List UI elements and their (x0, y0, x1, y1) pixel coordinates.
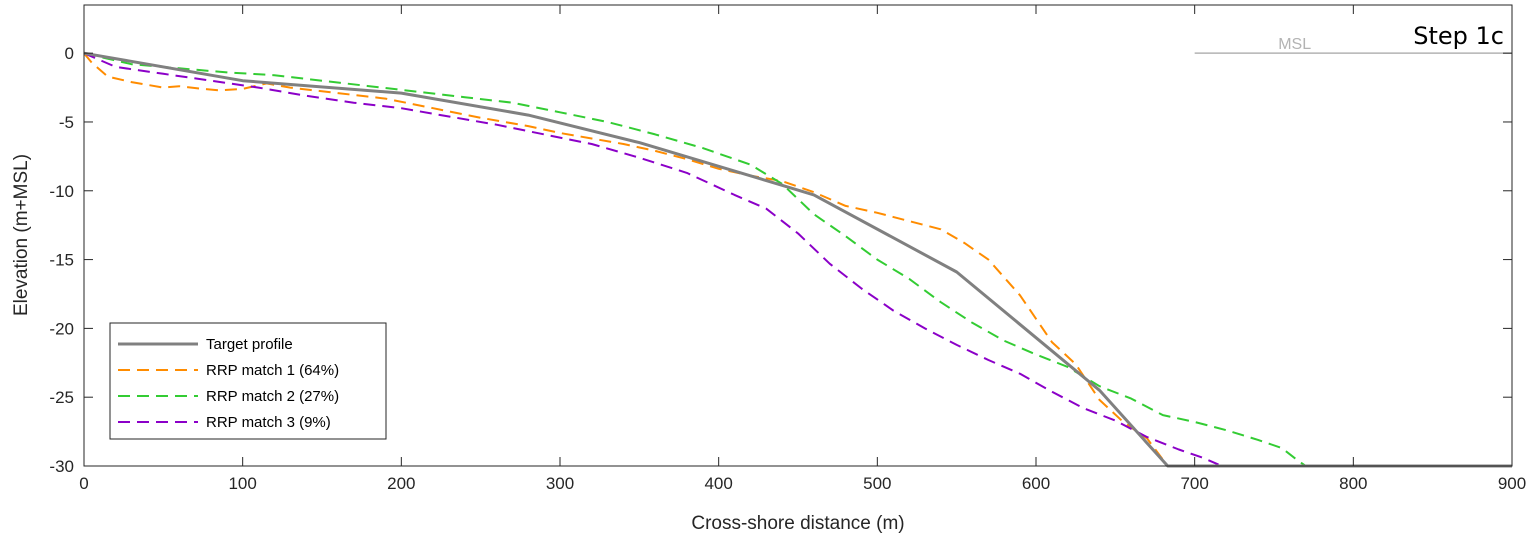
x-tick-label: 700 (1180, 474, 1208, 493)
msl-reference: MSL (1194, 36, 1512, 54)
x-tick-labels: 0 100 200 300 400 500 600 700 800 900 (79, 474, 1526, 493)
x-tick-label: 0 (79, 474, 88, 493)
legend-label-4: RRP match 3 (9%) (206, 414, 331, 431)
x-tick-label: 400 (704, 474, 732, 493)
y-tick-label: -30 (49, 457, 74, 476)
x-tick-label: 500 (863, 474, 891, 493)
y-tick-labels: 0 -5 -10 -15 -20 -25 -30 (49, 44, 74, 476)
series-line-3 (83, 52, 1307, 467)
legend-label-3: RRP match 2 (27%) (206, 388, 339, 405)
axis-ticks (83, 5, 1513, 467)
x-tick-label: 900 (1498, 474, 1526, 493)
x-axis-label: Cross-shore distance (m) (691, 513, 904, 534)
legend-box (109, 322, 387, 440)
y-tick-label: -25 (49, 388, 74, 407)
x-tick-label: 200 (387, 474, 415, 493)
x-tick-label: 300 (546, 474, 574, 493)
series-layer (83, 51, 1512, 468)
y-tick-label: 0 (65, 44, 74, 63)
series-line-4 (83, 52, 1219, 466)
x-tick-label: 600 (1022, 474, 1050, 493)
plot-area-frame (83, 4, 1513, 467)
legend-label-1: Target profile (206, 336, 293, 353)
legend-label-2: RRP match 1 (64%) (206, 362, 339, 379)
step-label: Step 1c (1413, 22, 1504, 50)
series-line-1 (83, 51, 1512, 468)
y-tick-label: -15 (49, 251, 74, 270)
y-axis-label: Elevation (m+MSL) (11, 154, 32, 316)
y-tick-label: -5 (59, 113, 74, 132)
legend: Target profile RRP match 1 (64%) RRP match… (109, 322, 387, 440)
y-tick-label: -10 (49, 182, 74, 201)
x-tick-label: 100 (228, 474, 256, 493)
y-tick-label: -20 (49, 319, 74, 338)
series-line-2 (83, 52, 1169, 467)
msl-label: MSL (1278, 36, 1311, 53)
x-tick-label: 800 (1339, 474, 1367, 493)
